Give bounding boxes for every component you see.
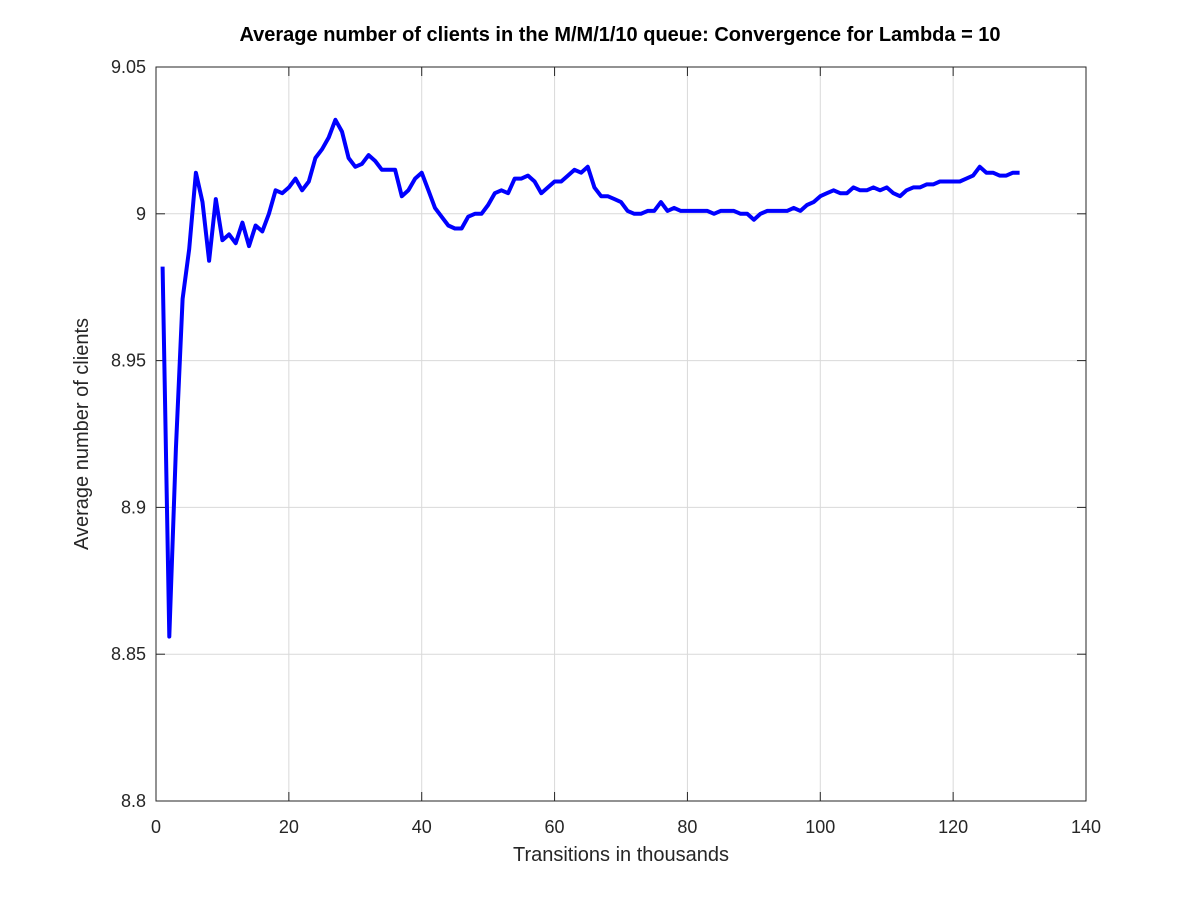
y-tick-label: 8.9 [121,497,146,517]
x-tick-label: 20 [279,817,299,837]
x-axis-label: Transitions in thousands [513,844,729,866]
y-tick-label: 8.85 [111,644,146,664]
y-axis-label: Average number of clients [71,318,93,550]
series-layer [160,117,1020,639]
series-line-0 [160,117,1020,639]
chart-title: Average number of clients in the M/M/1/1… [239,24,1000,46]
x-tick-label: 100 [805,817,835,837]
x-tick-label: 60 [545,817,565,837]
axis-ticks: 0 20 40 60 80 100 120 140 8.8 8.85 8.9 8.95 9 9.05 [111,57,1101,837]
x-tick-label: 0 [151,817,161,837]
x-tick-label: 80 [677,817,697,837]
y-tick-label: 8.95 [111,351,146,371]
x-tick-label: 40 [412,817,432,837]
x-tick-label: 140 [1071,817,1101,837]
x-tick-label: 120 [938,817,968,837]
y-tick-label: 9 [136,204,146,224]
y-tick-label: 9.05 [111,57,146,77]
plot-area-frame [155,66,1087,802]
y-tick-label: 8.8 [121,791,146,811]
